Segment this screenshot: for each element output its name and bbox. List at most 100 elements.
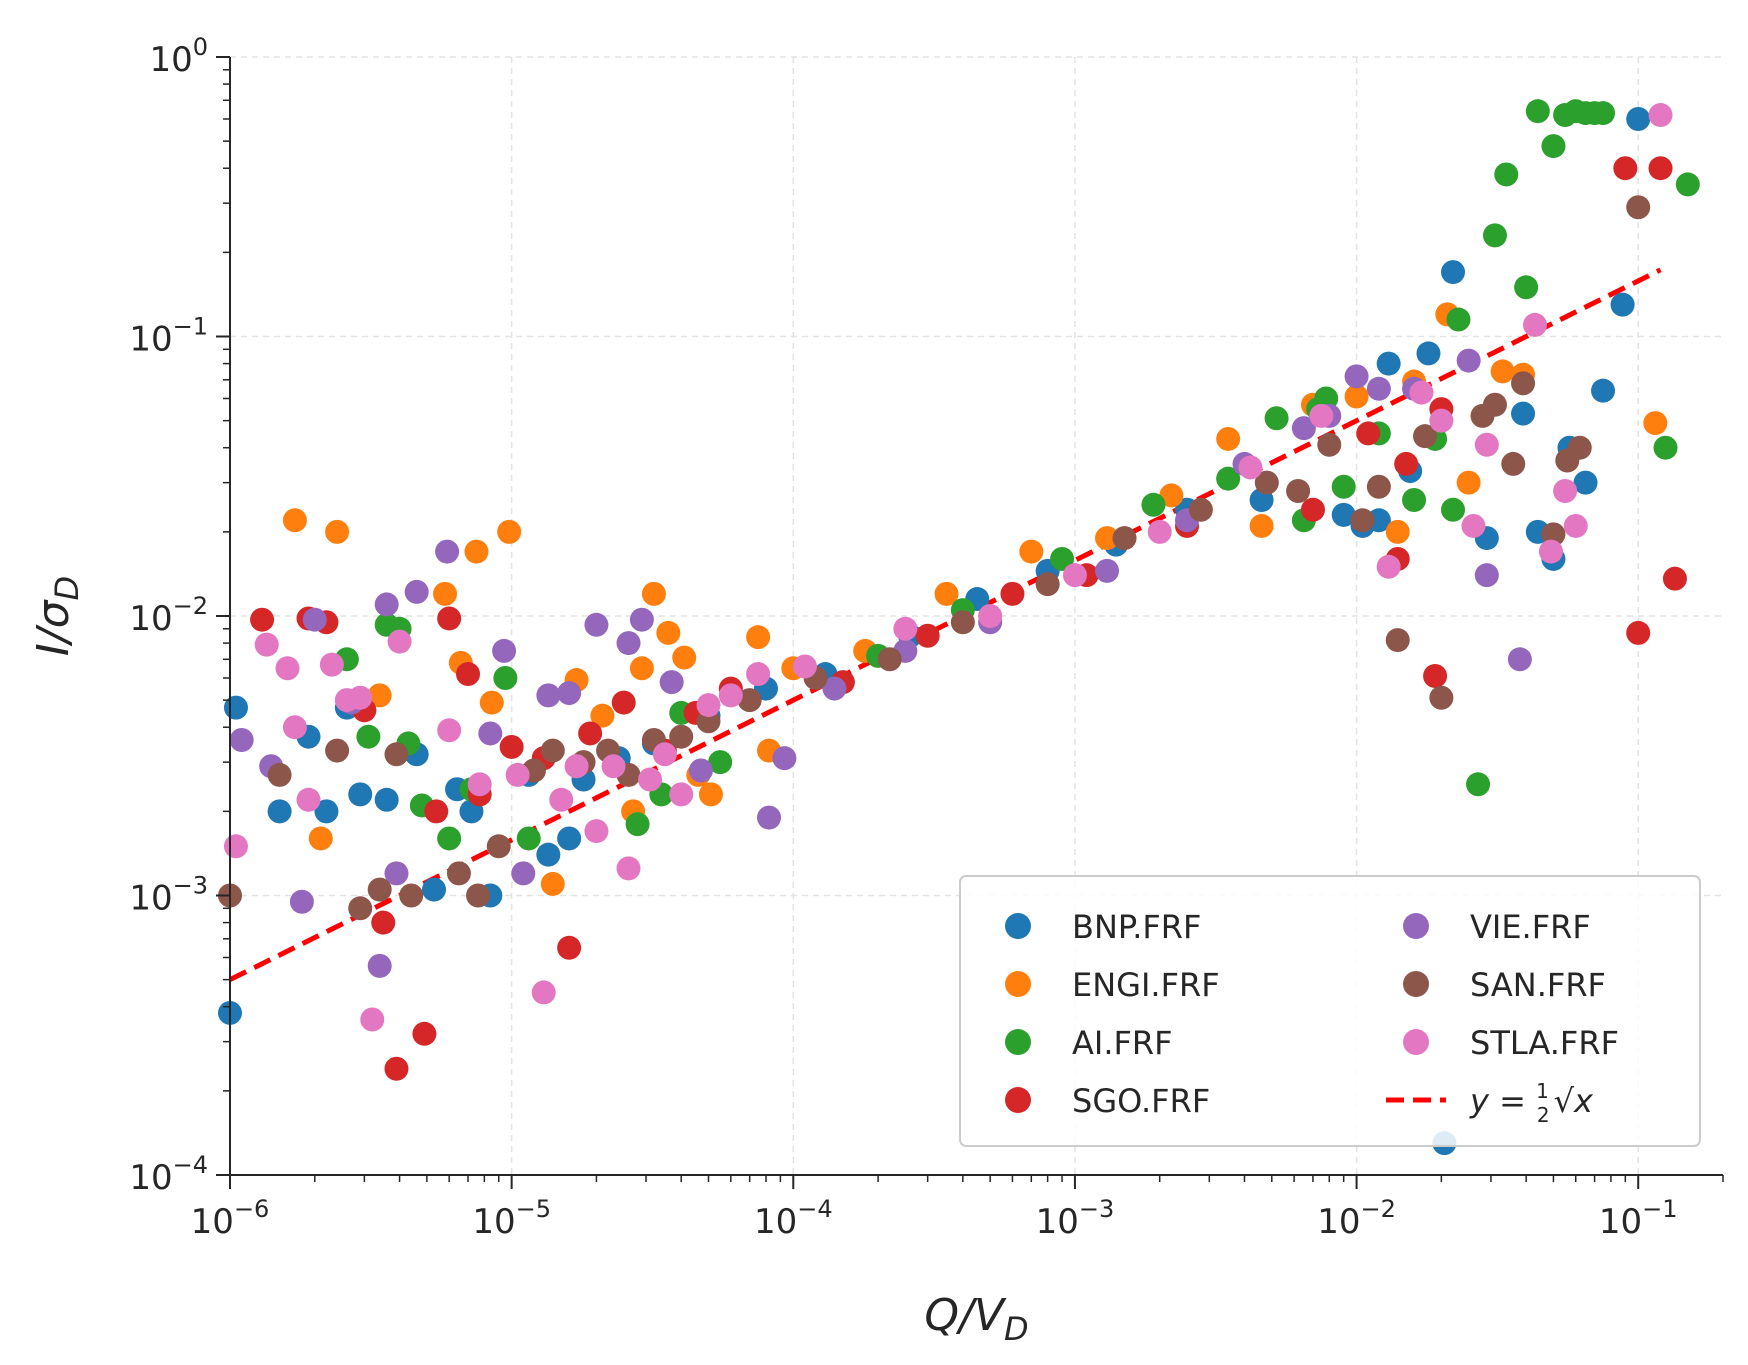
data-point <box>557 826 582 851</box>
y-tick-label: 10−2 <box>129 592 208 639</box>
data-point <box>1610 292 1635 317</box>
data-point <box>540 738 565 763</box>
x-tick-label: 10−3 <box>1036 1195 1115 1242</box>
data-point <box>464 539 489 564</box>
data-point <box>1216 466 1241 491</box>
legend-label: SAN.FRF <box>1470 966 1606 1004</box>
data-point <box>296 787 321 812</box>
data-point <box>1662 566 1687 591</box>
data-point <box>505 762 530 787</box>
data-point <box>399 883 424 908</box>
data-point <box>466 883 491 908</box>
data-point <box>229 728 254 753</box>
data-point <box>516 826 541 851</box>
data-point <box>325 519 350 544</box>
data-point <box>1626 620 1651 645</box>
data-point <box>1019 539 1044 564</box>
data-point <box>1626 107 1651 132</box>
data-point <box>325 738 350 763</box>
data-point <box>1525 99 1550 124</box>
data-point <box>893 616 918 641</box>
data-point <box>282 715 307 740</box>
series-stla-frf <box>223 103 1673 1032</box>
data-point <box>478 721 503 746</box>
legend-label: BNP.FRF <box>1072 908 1201 946</box>
data-point <box>1350 508 1375 533</box>
data-point <box>493 666 518 691</box>
data-point <box>424 799 449 824</box>
y-tick-label: 100 <box>149 33 208 80</box>
data-point <box>669 724 694 749</box>
data-points <box>218 99 1700 1156</box>
data-point <box>499 734 524 759</box>
data-point <box>564 754 589 779</box>
data-point <box>536 842 561 867</box>
data-point <box>267 799 292 824</box>
data-point <box>367 683 392 708</box>
data-point <box>1385 519 1410 544</box>
data-point <box>1112 526 1137 551</box>
data-point <box>371 910 396 935</box>
data-point <box>1249 513 1274 538</box>
data-point <box>348 782 373 807</box>
data-point <box>384 1056 409 1081</box>
data-point <box>435 539 460 564</box>
data-point <box>1000 581 1025 606</box>
data-point <box>511 861 536 886</box>
data-point <box>1385 628 1410 653</box>
data-point <box>1286 479 1311 504</box>
data-point <box>479 690 504 715</box>
data-point <box>1356 421 1381 446</box>
data-point <box>1675 172 1700 197</box>
data-point <box>497 519 522 544</box>
legend-frame <box>959 875 1701 1147</box>
data-point <box>1514 275 1539 300</box>
data-point <box>384 742 409 767</box>
data-point <box>934 581 959 606</box>
data-point <box>250 607 275 632</box>
data-point <box>360 1007 385 1032</box>
data-point <box>1366 376 1391 401</box>
data-point <box>1522 312 1547 337</box>
legend-label: y = 1 2 √x <box>1469 1079 1594 1127</box>
x-tick-label: 10−4 <box>754 1195 833 1242</box>
legend-label: AI.FRF <box>1072 1024 1173 1062</box>
data-point <box>1482 392 1507 417</box>
data-point <box>659 670 684 695</box>
data-point <box>492 638 517 663</box>
data-point <box>718 683 743 708</box>
data-point <box>1216 426 1241 451</box>
data-point <box>384 861 409 886</box>
data-point <box>456 662 481 687</box>
data-point <box>356 724 381 749</box>
data-point <box>1423 664 1448 689</box>
data-point <box>584 819 609 844</box>
legend-marker <box>1005 1087 1031 1113</box>
data-point <box>656 620 681 645</box>
series-san-frf <box>218 195 1651 921</box>
data-point <box>348 896 373 921</box>
data-point <box>1291 416 1316 441</box>
data-point <box>616 856 641 881</box>
legend-item: BNP.FRF <box>1005 908 1201 946</box>
data-point <box>978 604 1003 628</box>
data-point <box>1653 435 1678 460</box>
data-point <box>1413 424 1438 449</box>
data-point <box>1643 411 1668 436</box>
data-point <box>1626 195 1651 220</box>
data-point <box>1441 497 1466 522</box>
data-point <box>1446 307 1471 332</box>
data-point <box>421 877 446 902</box>
data-point <box>757 805 782 830</box>
data-point <box>1591 101 1616 126</box>
data-point <box>822 676 847 701</box>
data-point <box>629 656 654 681</box>
x-axis-label: Q/VD <box>924 1290 1028 1348</box>
data-point <box>590 703 615 728</box>
data-point <box>374 592 399 617</box>
legend-label: ENGI.FRF <box>1072 966 1220 1004</box>
axes: 10−6 10−5 10−4 10−3 10−2 10−1 10−4 10−3 10−2 10−1… <box>129 33 1724 1242</box>
data-point <box>1366 474 1391 499</box>
data-point <box>672 645 697 670</box>
data-point <box>1331 474 1356 499</box>
